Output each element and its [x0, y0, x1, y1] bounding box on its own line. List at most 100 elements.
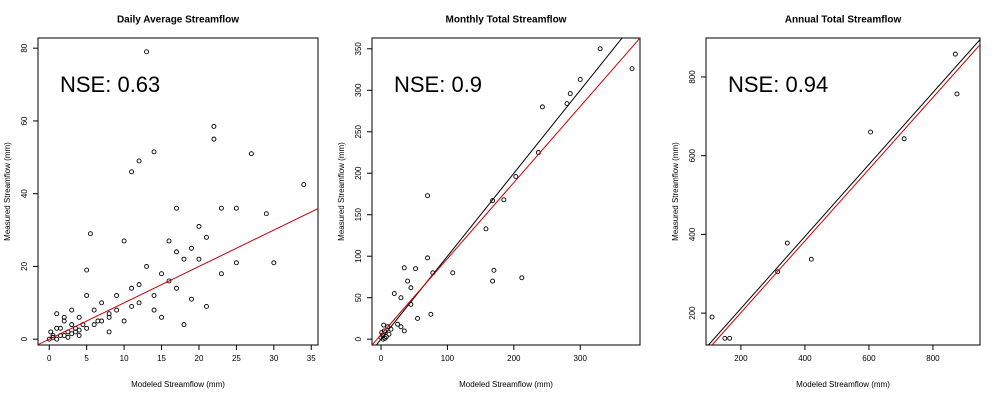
point: [76, 327, 82, 333]
point: [382, 335, 388, 341]
fit-line: [707, 39, 980, 345]
point: [84, 267, 90, 273]
plot-frame: [705, 37, 981, 346]
point: [129, 169, 135, 175]
point: [159, 314, 164, 320]
point: [425, 193, 430, 199]
point: [428, 311, 434, 317]
point: [50, 334, 56, 340]
chart-title: Daily Average Streamflow: [117, 15, 239, 26]
point: [513, 174, 519, 180]
plot-frame: [37, 37, 319, 346]
point: [181, 322, 187, 328]
point: [151, 307, 157, 313]
point: [166, 238, 172, 244]
point: [54, 311, 60, 317]
point: [539, 104, 545, 110]
point: [501, 197, 507, 203]
y-tick-label: 400: [688, 227, 697, 241]
point: [405, 278, 411, 284]
point: [174, 205, 179, 211]
point: [395, 321, 401, 327]
point: [954, 91, 960, 97]
point: [91, 322, 97, 328]
point: [69, 322, 75, 328]
y-tick-label: 150: [354, 208, 363, 222]
x-tick-label: 35: [307, 354, 316, 363]
point: [203, 234, 209, 240]
point: [425, 255, 430, 261]
point: [218, 271, 224, 277]
point: [46, 336, 52, 342]
point: [401, 265, 407, 271]
x-axis-label: Modeled Streamflow (mm): [131, 380, 225, 389]
point: [159, 271, 164, 277]
x-tick-label: 5: [84, 354, 89, 363]
point: [58, 325, 63, 331]
x-tick-label: 20: [195, 354, 204, 363]
point: [577, 77, 583, 82]
point: [784, 240, 790, 246]
point: [189, 245, 194, 251]
point: [564, 101, 570, 106]
point: [114, 293, 120, 298]
point: [54, 336, 60, 342]
point: [114, 307, 120, 313]
point: [166, 278, 172, 284]
point: [189, 296, 194, 302]
x-tick-label: 100: [441, 354, 455, 363]
y-tick-label: 60: [20, 116, 29, 125]
point: [48, 329, 54, 335]
point: [491, 267, 497, 273]
point: [385, 324, 391, 330]
point: [99, 300, 105, 306]
chart-title: Annual Total Streamflow: [785, 15, 902, 26]
point: [203, 303, 209, 309]
nse-annotation: NSE: 0.63: [60, 72, 160, 97]
fit-line: [38, 208, 318, 345]
point: [174, 249, 179, 255]
point: [121, 318, 127, 324]
point: [87, 231, 93, 237]
x-tick-label: 25: [232, 354, 241, 363]
fit-line: [372, 38, 640, 345]
point: [174, 285, 179, 291]
point: [84, 293, 90, 298]
point: [84, 325, 90, 331]
point: [391, 291, 397, 297]
point: [483, 226, 489, 232]
point: [72, 329, 78, 335]
point: [301, 182, 307, 188]
x-tick-label: 800: [926, 354, 940, 363]
point: [808, 256, 814, 262]
plot-frame: [371, 37, 641, 346]
point: [136, 282, 142, 288]
point: [136, 158, 142, 164]
point: [233, 260, 239, 266]
point: [99, 318, 105, 324]
point: [65, 334, 71, 340]
point: [629, 66, 635, 72]
point: [490, 198, 496, 204]
point: [129, 285, 135, 291]
point: [106, 314, 112, 320]
point: [106, 329, 112, 335]
y-tick-label: 350: [354, 42, 363, 56]
point: [233, 205, 239, 211]
point: [151, 149, 157, 155]
nse-annotation: NSE: 0.94: [728, 72, 828, 97]
point: [775, 269, 781, 275]
point: [952, 51, 958, 57]
point: [398, 324, 404, 330]
x-tick-label: 400: [798, 354, 812, 363]
point: [709, 314, 715, 320]
point: [415, 315, 421, 321]
point: [386, 331, 392, 337]
y-tick-label: 200: [354, 166, 363, 180]
point: [901, 136, 907, 142]
point: [211, 136, 217, 142]
point: [398, 295, 404, 301]
point: [413, 266, 419, 272]
point: [408, 285, 414, 291]
